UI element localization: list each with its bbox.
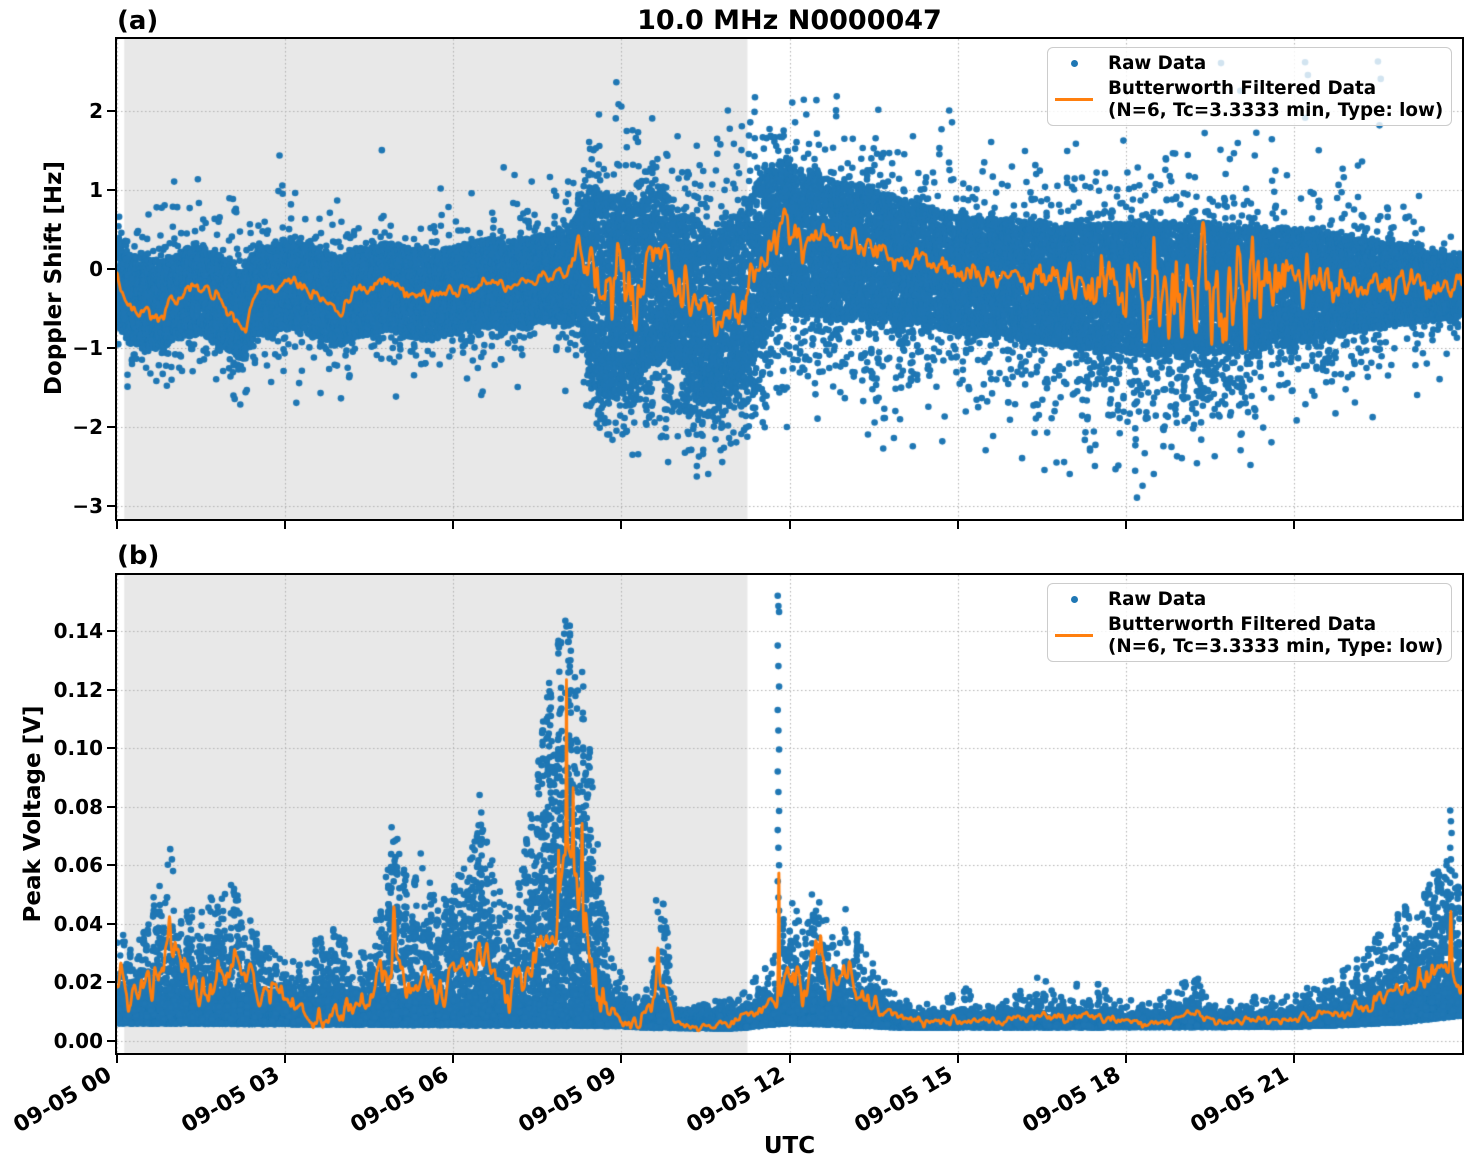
x-tick-mark <box>116 1055 118 1063</box>
filtered-data-marker <box>1048 78 1100 101</box>
legend-entry-filtered: Butterworth Filtered Data (N=6, Tc=3.3333… <box>1048 614 1443 658</box>
panel-a-label: (a) <box>117 6 159 36</box>
raw-data-marker <box>1048 53 1100 67</box>
legend-entry-filtered: Butterworth Filtered Data (N=6, Tc=3.3333… <box>1048 78 1443 122</box>
y-tick-mark <box>107 629 115 632</box>
y-tick-label: 0.06 <box>53 853 103 878</box>
raw-data-dot-icon <box>1070 60 1078 67</box>
legend-filtered-label-line2: (N=6, Tc=3.3333 min, Type: low) <box>1108 636 1444 657</box>
legend-raw-label: Raw Data <box>1108 53 1207 74</box>
filtered-line-icon <box>1055 634 1093 637</box>
y-tick-label: 0.08 <box>53 794 103 819</box>
y-tick-label: −1 <box>72 335 103 360</box>
x-axis-label: UTC <box>763 1133 816 1159</box>
y-tick-label: 2 <box>89 98 103 123</box>
y-tick-mark <box>107 1039 115 1042</box>
y-tick-mark <box>107 864 115 867</box>
legend-entry-raw: Raw Data <box>1048 589 1443 611</box>
x-tick-mark <box>284 521 287 529</box>
x-tick-label: 09-05 15 <box>850 1062 958 1139</box>
x-tick-mark <box>788 521 791 529</box>
y-tick-mark <box>107 188 115 191</box>
x-tick-mark <box>452 1055 455 1063</box>
legend-filtered-label-line1: Butterworth Filtered Data <box>1108 614 1377 635</box>
panel-a-legend: Raw Data Butterworth Filtered Data (N=6, … <box>1047 47 1452 126</box>
x-tick-mark <box>956 1055 959 1063</box>
x-tick-label: 09-05 21 <box>1186 1062 1294 1139</box>
legend-filtered-label-line1: Butterworth Filtered Data <box>1108 78 1377 99</box>
y-tick-mark <box>107 346 115 349</box>
y-tick-mark <box>107 805 115 808</box>
y-tick-label: −3 <box>72 493 103 518</box>
y-tick-label: 0.04 <box>53 911 103 936</box>
legend-filtered-label-line2: (N=6, Tc=3.3333 min, Type: low) <box>1108 100 1444 121</box>
x-tick-mark <box>284 1055 287 1063</box>
x-tick-label: 09-05 03 <box>178 1062 285 1139</box>
y-tick-label: 0.10 <box>53 736 103 761</box>
y-tick-mark <box>107 922 115 925</box>
x-tick-mark <box>620 521 623 529</box>
y-tick-mark <box>107 688 115 691</box>
x-tick-label: 09-05 00 <box>9 1062 117 1139</box>
y-tick-label: 1 <box>89 177 103 202</box>
y-tick-label: 0.14 <box>53 618 103 643</box>
x-tick-mark <box>788 1055 791 1063</box>
y-tick-mark <box>107 267 115 270</box>
y-tick-mark <box>107 747 115 750</box>
y-tick-mark <box>107 504 115 507</box>
y-tick-label: −2 <box>72 414 103 439</box>
y-tick-mark <box>107 981 115 984</box>
y-tick-label: 0 <box>89 256 103 281</box>
raw-data-marker <box>1048 589 1100 603</box>
raw-data-dot-icon <box>1070 596 1078 603</box>
x-tick-mark <box>452 521 455 529</box>
legend-raw-label: Raw Data <box>1108 589 1207 610</box>
x-tick-label: 09-05 12 <box>682 1062 789 1139</box>
x-tick-label: 09-05 09 <box>514 1062 621 1139</box>
legend-filtered-label: Butterworth Filtered Data (N=6, Tc=3.3333… <box>1108 614 1443 658</box>
x-tick-label: 09-05 06 <box>346 1062 453 1139</box>
legend-filtered-label: Butterworth Filtered Data (N=6, Tc=3.3333… <box>1108 78 1443 122</box>
chart-title: 10.0 MHz N0000047 <box>637 5 942 36</box>
panel-b-label: (b) <box>117 541 160 571</box>
filtered-line-icon <box>1055 98 1093 101</box>
legend-entry-raw: Raw Data <box>1048 53 1443 75</box>
x-tick-mark <box>1292 521 1295 529</box>
x-tick-mark <box>1124 1055 1127 1063</box>
x-tick-mark <box>620 1055 623 1063</box>
x-tick-mark <box>1292 1055 1295 1063</box>
y-tick-label: 0.02 <box>53 970 103 995</box>
x-tick-mark <box>956 521 959 529</box>
y-tick-label: 0.12 <box>53 677 103 702</box>
panel-b-legend: Raw Data Butterworth Filtered Data (N=6, … <box>1047 583 1452 662</box>
x-tick-mark <box>116 521 118 529</box>
y-tick-label: 0.00 <box>53 1028 103 1053</box>
y-tick-mark <box>107 109 115 112</box>
y-tick-mark <box>107 425 115 428</box>
x-tick-mark <box>1124 521 1127 529</box>
x-tick-label: 09-05 18 <box>1018 1062 1126 1139</box>
filtered-data-marker <box>1048 614 1100 637</box>
